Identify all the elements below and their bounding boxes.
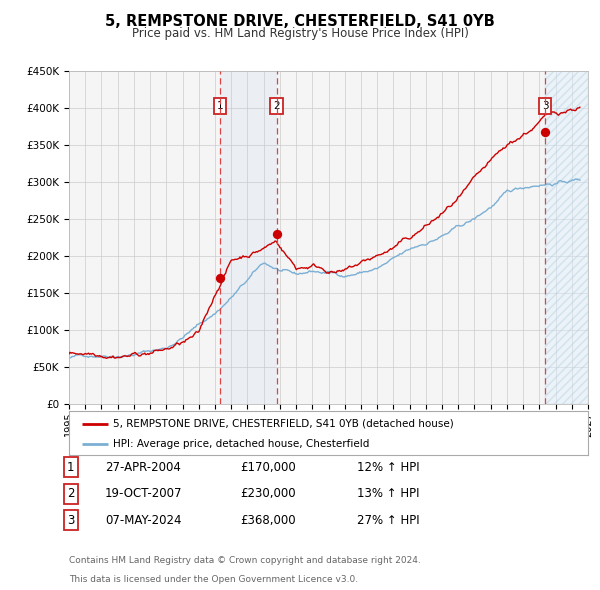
Text: 19-OCT-2007: 19-OCT-2007 [105, 487, 182, 500]
Text: 5, REMPSTONE DRIVE, CHESTERFIELD, S41 0YB: 5, REMPSTONE DRIVE, CHESTERFIELD, S41 0Y… [105, 14, 495, 28]
Text: Contains HM Land Registry data © Crown copyright and database right 2024.: Contains HM Land Registry data © Crown c… [69, 556, 421, 565]
Bar [220, 71, 277, 404]
Text: 5, REMPSTONE DRIVE, CHESTERFIELD, S41 0YB (detached house): 5, REMPSTONE DRIVE, CHESTERFIELD, S41 0Y… [113, 419, 454, 428]
Text: 1: 1 [67, 461, 74, 474]
Text: 2: 2 [273, 101, 280, 111]
Text: 27-APR-2004: 27-APR-2004 [105, 461, 181, 474]
Text: £368,000: £368,000 [240, 514, 296, 527]
Text: 2: 2 [67, 487, 74, 500]
Text: HPI: Average price, detached house, Chesterfield: HPI: Average price, detached house, Ches… [113, 440, 370, 450]
Text: This data is licensed under the Open Government Licence v3.0.: This data is licensed under the Open Gov… [69, 575, 358, 584]
Text: £230,000: £230,000 [240, 487, 296, 500]
Point [540, 127, 550, 136]
Text: 07-MAY-2024: 07-MAY-2024 [105, 514, 182, 527]
Text: 1: 1 [217, 101, 223, 111]
Point [215, 274, 225, 283]
Text: 3: 3 [542, 101, 548, 111]
Point [272, 229, 281, 238]
Text: Price paid vs. HM Land Registry's House Price Index (HPI): Price paid vs. HM Land Registry's House … [131, 27, 469, 40]
Bar [545, 71, 588, 404]
Text: 27% ↑ HPI: 27% ↑ HPI [357, 514, 419, 527]
Text: £170,000: £170,000 [240, 461, 296, 474]
Text: 12% ↑ HPI: 12% ↑ HPI [357, 461, 419, 474]
Text: 3: 3 [67, 514, 74, 527]
Text: 13% ↑ HPI: 13% ↑ HPI [357, 487, 419, 500]
